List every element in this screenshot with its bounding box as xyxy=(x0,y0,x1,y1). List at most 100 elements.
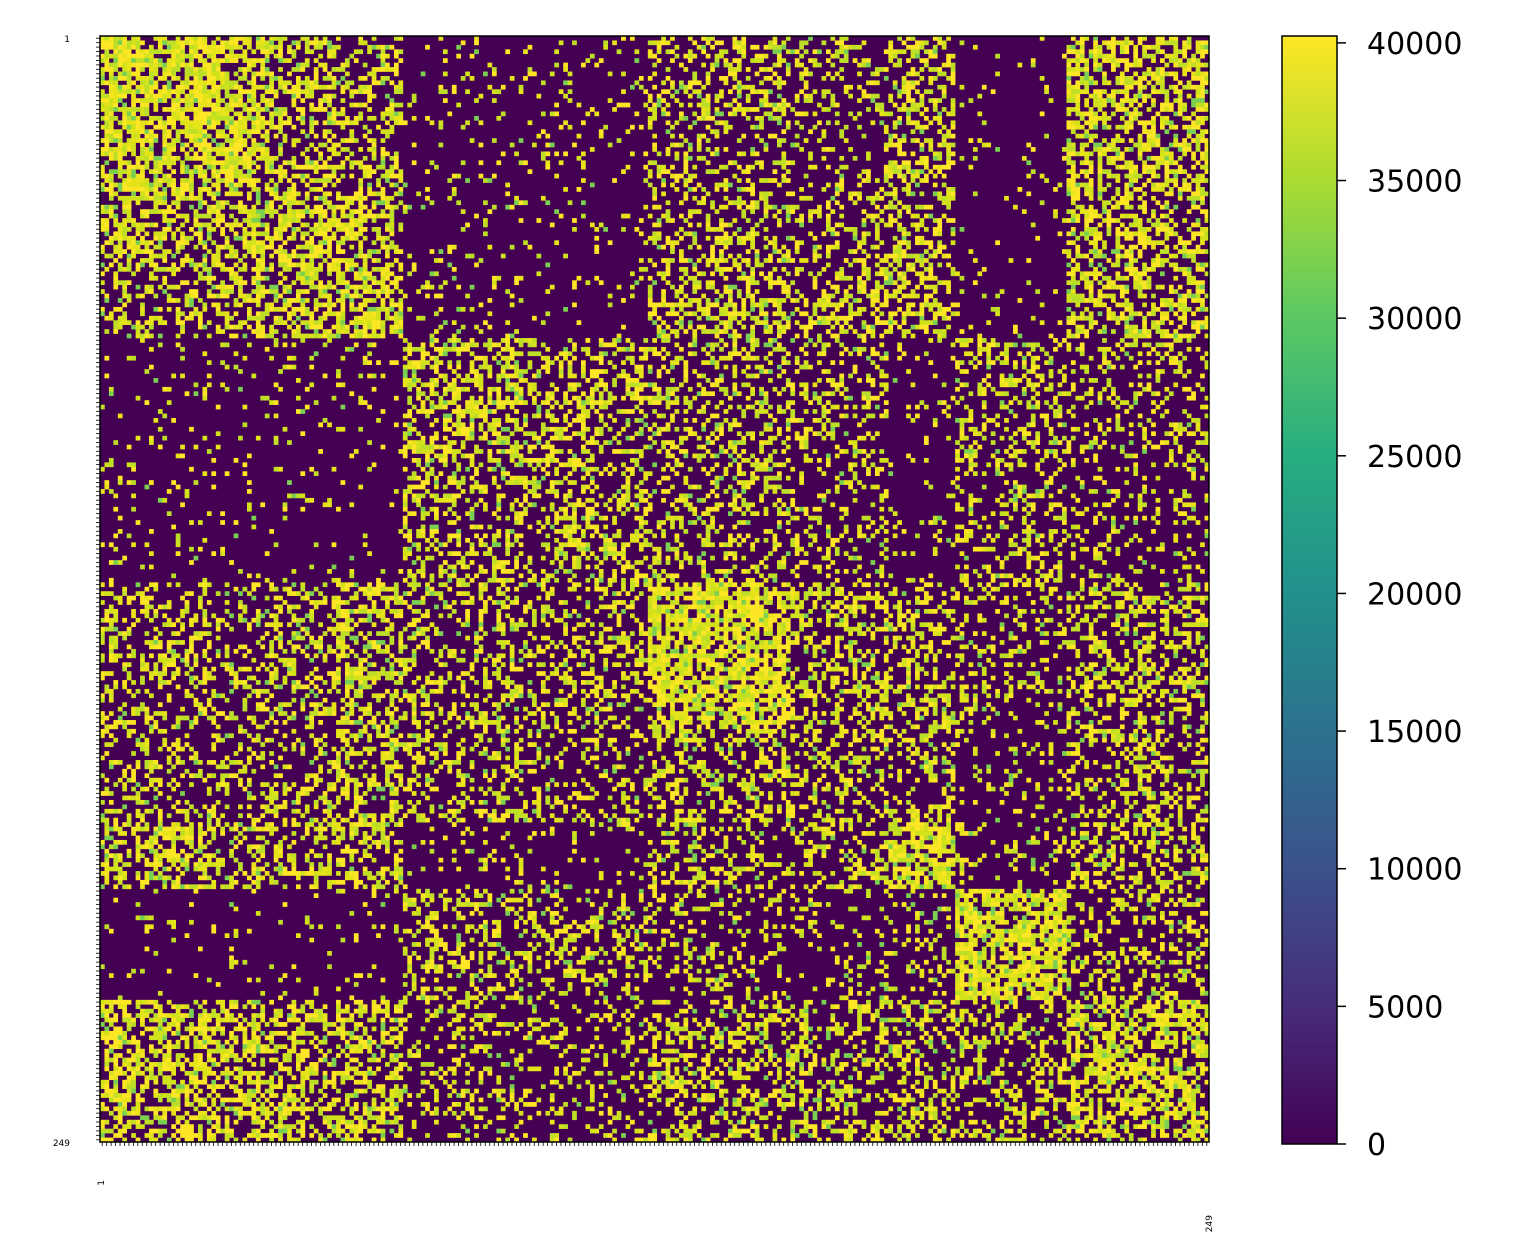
heatmap-cell xyxy=(292,263,297,268)
heatmap-cell xyxy=(942,85,947,90)
heatmap-cell xyxy=(501,254,506,259)
heatmap-cell xyxy=(897,63,902,68)
heatmap-cell xyxy=(243,165,248,170)
heatmap-cell xyxy=(764,191,769,196)
heatmap-cell xyxy=(202,112,207,117)
heatmap-cell xyxy=(951,80,956,85)
heatmap-cell xyxy=(710,254,715,259)
heatmap-cell xyxy=(145,156,150,161)
heatmap-cell xyxy=(229,116,234,121)
heatmap-cell xyxy=(162,40,167,45)
heatmap-cell xyxy=(1111,156,1116,161)
heatmap-cell xyxy=(345,116,350,121)
heatmap-cell xyxy=(706,103,711,108)
heatmap-cell xyxy=(118,169,123,174)
heatmap-cell xyxy=(323,196,328,201)
heatmap-cell xyxy=(746,285,751,290)
heatmap-cell xyxy=(385,245,390,250)
heatmap-cell xyxy=(296,40,301,45)
heatmap-cell xyxy=(888,214,893,219)
heatmap-cell xyxy=(1115,276,1120,281)
heatmap-cell xyxy=(1115,200,1120,205)
heatmap-cell xyxy=(603,40,608,45)
heatmap-cell xyxy=(848,94,853,99)
heatmap-cell xyxy=(746,276,751,281)
heatmap-cell xyxy=(652,63,657,68)
heatmap-cell xyxy=(305,85,310,90)
heatmap-cell xyxy=(140,151,145,156)
heatmap-cell xyxy=(764,67,769,72)
heatmap-cell xyxy=(773,249,778,254)
heatmap-cell xyxy=(363,103,368,108)
heatmap-cell xyxy=(136,134,141,139)
heatmap-cell xyxy=(523,200,528,205)
heatmap-cell xyxy=(185,40,190,45)
heatmap-cell xyxy=(911,107,916,112)
heatmap-cell xyxy=(283,160,288,165)
heatmap-cell xyxy=(1075,218,1080,223)
heatmap-cell xyxy=(269,169,274,174)
heatmap-cell xyxy=(104,107,109,112)
heatmap-cell xyxy=(207,249,212,254)
heatmap-cell xyxy=(487,209,492,214)
heatmap-cell xyxy=(136,223,141,228)
heatmap-cell xyxy=(826,249,831,254)
heatmap-cell xyxy=(1066,89,1071,94)
heatmap-cell xyxy=(300,107,305,112)
heatmap-cell xyxy=(1156,165,1161,170)
heatmap-cell xyxy=(1142,169,1147,174)
heatmap-cell xyxy=(145,58,150,63)
heatmap-cell xyxy=(167,205,172,210)
heatmap-cell xyxy=(1066,156,1071,161)
heatmap-cell xyxy=(131,98,136,103)
heatmap-cell xyxy=(1142,205,1147,210)
heatmap-cell xyxy=(314,223,319,228)
heatmap-cell xyxy=(385,76,390,81)
heatmap-cell xyxy=(888,191,893,196)
heatmap-cell xyxy=(367,165,372,170)
heatmap-cell xyxy=(906,183,911,188)
heatmap-cell xyxy=(661,169,666,174)
heatmap-cell xyxy=(683,280,688,285)
heatmap-cell xyxy=(879,120,884,125)
heatmap-cell xyxy=(1129,263,1134,268)
heatmap-cell xyxy=(229,85,234,90)
heatmap-cell xyxy=(951,271,956,276)
heatmap-cell xyxy=(942,183,947,188)
heatmap-cell xyxy=(1138,63,1143,68)
heatmap-cell xyxy=(1151,72,1156,77)
heatmap-cell xyxy=(1066,191,1071,196)
heatmap-cell xyxy=(675,174,680,179)
heatmap-cell xyxy=(902,240,907,245)
heatmap-cell xyxy=(287,218,292,223)
heatmap-cell xyxy=(1182,187,1187,192)
heatmap-cell xyxy=(318,45,323,50)
heatmap-cell xyxy=(171,178,176,183)
heatmap-cell xyxy=(835,187,840,192)
heatmap-cell xyxy=(568,72,573,77)
heatmap-cell xyxy=(283,254,288,259)
heatmap-cell xyxy=(1115,107,1120,112)
heatmap-cell xyxy=(1156,160,1161,165)
heatmap-cell xyxy=(1120,40,1125,45)
heatmap-cell xyxy=(715,54,720,59)
heatmap-cell xyxy=(318,40,323,45)
heatmap-cell xyxy=(1178,98,1183,103)
heatmap-cell xyxy=(830,54,835,59)
heatmap-cell xyxy=(1120,254,1125,259)
heatmap-cell xyxy=(568,98,573,103)
heatmap-cell xyxy=(127,218,132,223)
heatmap-cell xyxy=(287,45,292,50)
heatmap-cell xyxy=(884,49,889,54)
heatmap-cell xyxy=(180,187,185,192)
heatmap-cell xyxy=(278,258,283,263)
heatmap-cell xyxy=(1133,165,1138,170)
heatmap-cell xyxy=(194,76,199,81)
heatmap-cell xyxy=(911,191,916,196)
heatmap-cell xyxy=(153,103,158,108)
heatmap-cell xyxy=(171,236,176,241)
heatmap-cell xyxy=(376,178,381,183)
heatmap-cell xyxy=(746,205,751,210)
heatmap-cell xyxy=(131,116,136,121)
heatmap-cell xyxy=(194,263,199,268)
